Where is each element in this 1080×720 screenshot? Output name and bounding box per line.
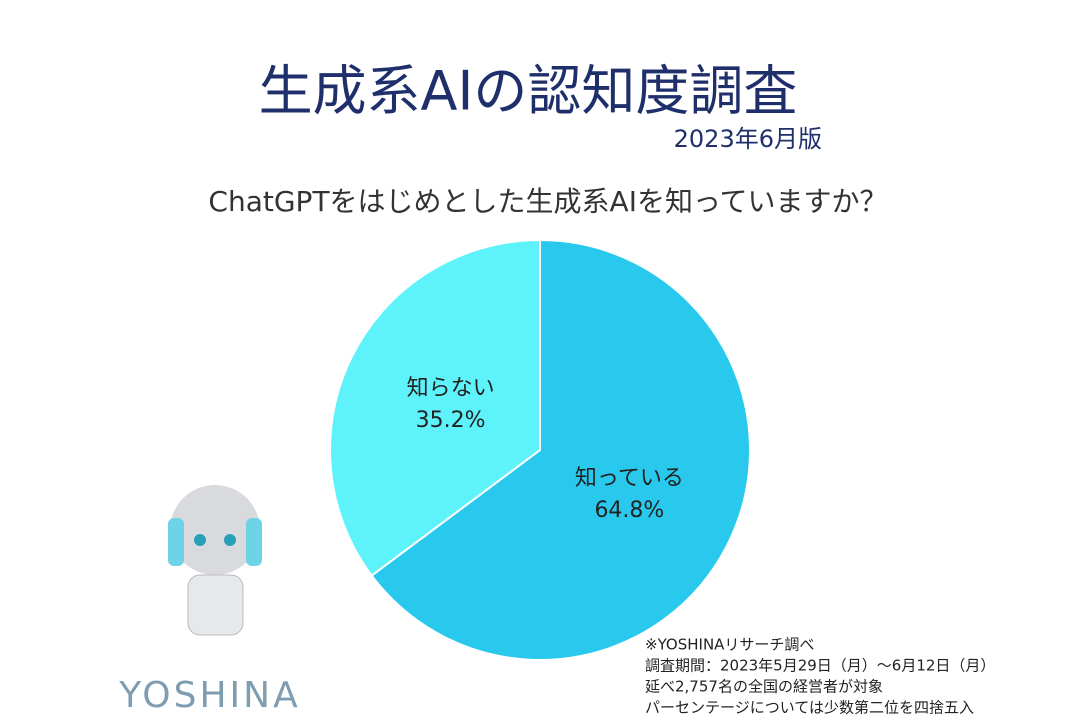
note: 調査期間：2023年5月29日（月）～6月12日（月） [645, 657, 995, 675]
value-label: 64.8% [594, 498, 664, 523]
pie-slice [370, 238, 751, 661]
question: ChatGPTをはじめとした生成系AIを知っていますか？ [208, 185, 887, 218]
mascot-ear [168, 518, 184, 566]
chart-title: 生成系AIの認知度調査 [259, 60, 798, 123]
chart-subtitle: 2023年6月版 [674, 125, 822, 153]
mascot-body [187, 574, 244, 636]
value-label: 35.2% [416, 408, 486, 433]
logo: YOSHINA [118, 675, 300, 716]
slice-label: 知っている [575, 466, 684, 491]
slice-label: 知らない [407, 376, 495, 401]
note: ※YOSHINAリサーチ調べ [645, 636, 814, 654]
mascot-head [170, 485, 260, 575]
mascot-eye [194, 534, 206, 546]
note: 延べ2,757名の全国の経営者が対象 [645, 678, 883, 696]
note: パーセンテージについては少数第二位を四捨五入 [645, 699, 974, 717]
mascot-eye [224, 534, 236, 546]
pie-slice [329, 238, 541, 577]
mascot-ear [246, 518, 262, 566]
mascot [168, 485, 262, 636]
